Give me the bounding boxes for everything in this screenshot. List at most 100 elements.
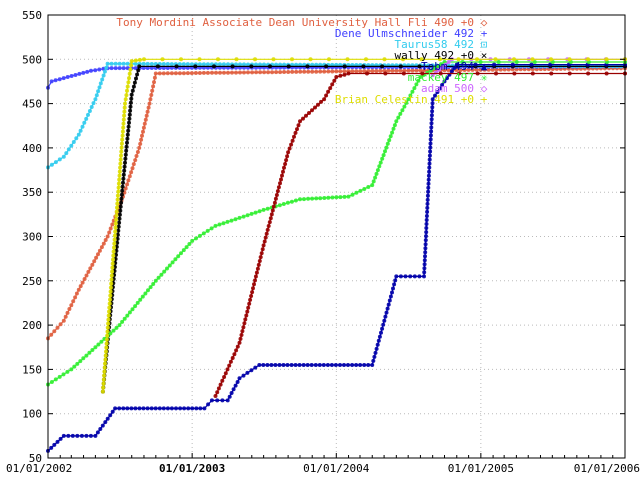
series-point: [61, 433, 66, 438]
series-point: [120, 188, 125, 193]
series-point: [438, 57, 442, 62]
series-point: [437, 67, 442, 72]
series-point: [490, 67, 495, 72]
series-point: [109, 277, 114, 282]
x-tick-label: 01/01/2006: [574, 462, 640, 475]
series-point: [438, 71, 443, 76]
series-point: [61, 76, 66, 81]
series-point: [318, 196, 323, 201]
series-point: [79, 433, 84, 438]
series-point: [310, 196, 315, 201]
series-point: [123, 97, 128, 102]
series-point: [419, 57, 424, 62]
y-tick-label: 100: [22, 408, 42, 421]
legend-entry-label: Dene Ulmschneider 492: [335, 27, 474, 40]
series-point: [322, 196, 327, 200]
series-point: [282, 165, 286, 170]
series-point: [110, 409, 115, 414]
series-point: [510, 62, 515, 67]
series-point: [130, 88, 135, 93]
series-point: [302, 197, 306, 202]
series-point: [366, 363, 371, 367]
series-point: [104, 345, 109, 350]
series-point: [82, 120, 87, 125]
series-point: [237, 215, 242, 220]
series-point: [63, 314, 68, 319]
series-point: [284, 158, 289, 163]
series-point: [109, 61, 114, 66]
legend-marker-icon: ⊡: [481, 38, 488, 51]
legend-entry-label: Tony Mordini Associate Dean University H…: [116, 16, 474, 29]
series-point: [161, 71, 166, 76]
series-point: [310, 69, 315, 74]
series-point: [334, 195, 339, 200]
series-point: [234, 57, 239, 62]
series-point: [198, 406, 203, 411]
series-point: [213, 223, 218, 228]
series-point: [130, 166, 135, 171]
legend-entry-label: Taurus58 492: [395, 38, 474, 51]
series-point: [381, 153, 386, 158]
series-point: [252, 282, 256, 287]
series-point: [230, 70, 234, 75]
series-point: [64, 151, 69, 156]
series-point: [53, 160, 58, 165]
series-point: [410, 68, 415, 73]
series-point: [90, 262, 95, 267]
series-point: [162, 269, 167, 274]
series-point: [286, 150, 291, 155]
series-point: [358, 69, 363, 74]
series-point: [123, 186, 128, 191]
series-point: [115, 205, 119, 210]
series-point: [253, 278, 257, 283]
series-point: [209, 226, 214, 231]
legend-marker-icon: ◇: [481, 16, 488, 29]
series-point: [435, 90, 440, 95]
series-point: [253, 57, 257, 62]
series-point: [380, 326, 385, 331]
series-point: [282, 62, 287, 67]
series-point: [306, 196, 311, 201]
series-point: [119, 141, 124, 146]
legend-entry-label: adam 500: [421, 82, 474, 95]
series-point: [423, 254, 427, 259]
series-point: [327, 57, 331, 62]
series-point: [422, 262, 427, 267]
series-point: [88, 433, 93, 438]
series-point: [412, 86, 417, 91]
series-point: [73, 295, 78, 300]
series-point: [423, 238, 428, 243]
series-point: [408, 93, 413, 98]
series-point: [146, 288, 150, 293]
series-point: [235, 380, 240, 384]
series-point: [286, 70, 291, 74]
series-point: [112, 241, 117, 246]
series-point: [305, 363, 310, 367]
series-point: [65, 75, 70, 79]
series-point: [149, 62, 154, 66]
series-point: [249, 211, 254, 216]
series-point: [286, 64, 291, 69]
series-point: [293, 130, 298, 135]
series-point: [193, 71, 198, 75]
series-point: [81, 70, 86, 75]
series-point: [108, 297, 112, 302]
series-point: [392, 123, 397, 128]
series-point: [267, 220, 272, 225]
series-point: [127, 76, 131, 81]
series-point: [362, 187, 367, 191]
legend-marker-icon: +: [481, 27, 488, 40]
series-point: [402, 104, 407, 109]
series-point: [103, 353, 108, 358]
series-point: [319, 99, 323, 104]
series-point: [84, 273, 89, 278]
series-point: [76, 132, 81, 137]
series-point: [123, 152, 128, 157]
series-point: [292, 134, 296, 139]
series-point: [125, 140, 129, 145]
series-point: [428, 145, 433, 150]
series-point: [102, 369, 107, 374]
series-point: [122, 168, 127, 173]
series-point: [388, 134, 393, 139]
series-point: [88, 266, 93, 271]
